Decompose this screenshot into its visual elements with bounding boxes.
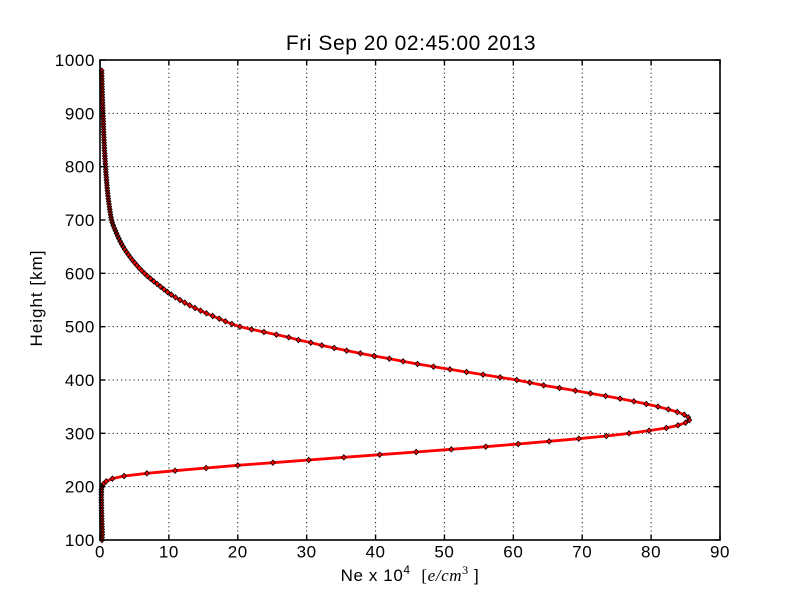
svg-text:60: 60	[503, 543, 523, 562]
svg-text:Fri Sep 20 02:45:00 2013: Fri Sep 20 02:45:00 2013	[286, 32, 536, 55]
svg-text:40: 40	[366, 543, 386, 562]
svg-text:900: 900	[65, 104, 95, 123]
svg-text:10: 10	[159, 543, 179, 562]
svg-text:50: 50	[434, 543, 454, 562]
svg-text:0: 0	[95, 543, 105, 562]
svg-text:400: 400	[65, 371, 95, 390]
svg-text:100: 100	[65, 531, 95, 550]
svg-text:Height [km]: Height [km]	[27, 250, 46, 347]
svg-text:600: 600	[65, 264, 95, 283]
svg-text:200: 200	[65, 478, 95, 497]
svg-text:Ne x 104 [e/cm3 ]: Ne x 104 [e/cm3 ]	[341, 563, 480, 585]
svg-text:500: 500	[65, 318, 95, 337]
svg-text:30: 30	[297, 543, 317, 562]
svg-text:20: 20	[228, 543, 248, 562]
svg-text:800: 800	[65, 158, 95, 177]
svg-text:700: 700	[65, 211, 95, 230]
svg-text:300: 300	[65, 424, 95, 443]
svg-text:90: 90	[710, 543, 730, 562]
svg-text:80: 80	[641, 543, 661, 562]
svg-text:70: 70	[572, 543, 592, 562]
svg-text:1000: 1000	[55, 51, 95, 70]
